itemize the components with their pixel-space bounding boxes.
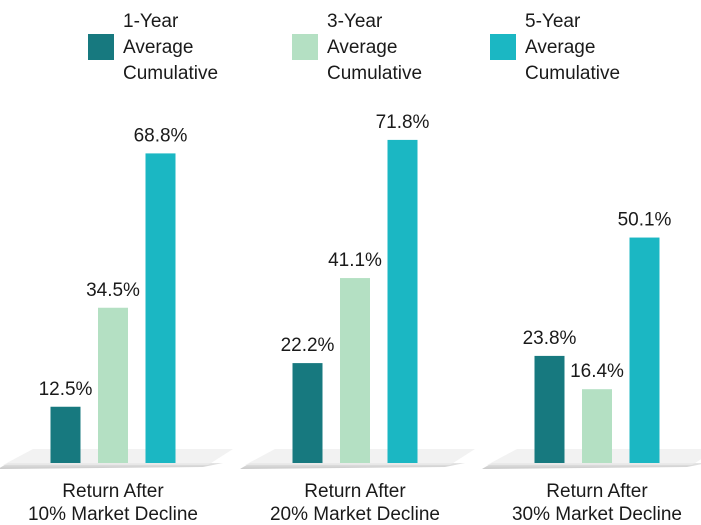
legend-swatch: [490, 34, 516, 60]
legend-label: 3-Year Average Cumulative: [327, 11, 423, 84]
x-tick-label: Return After 10% Market Decline: [27, 481, 199, 525]
legend-label: 1-Year Average Cumulative: [123, 11, 219, 84]
value-label: 34.5%: [86, 280, 140, 301]
value-label: 50.1%: [618, 210, 672, 231]
bar: [50, 406, 81, 463]
x-tick-label: Return After 20% Market Decline: [269, 481, 441, 525]
legend-label: 5-Year Average Cumulative: [525, 11, 621, 84]
bar: [629, 237, 660, 463]
value-label: 16.4%: [570, 361, 624, 382]
value-label: 71.8%: [376, 112, 430, 133]
value-label: 68.8%: [134, 125, 188, 146]
bar: [340, 278, 370, 463]
bar: [582, 389, 612, 463]
legend-swatch: [88, 34, 114, 60]
bar: [98, 307, 128, 463]
value-label: 41.1%: [328, 250, 382, 271]
value-label: 23.8%: [523, 328, 577, 349]
bar: [534, 355, 565, 463]
x-tick-label: Return After 30% Market Decline: [511, 481, 683, 525]
value-label: 12.5%: [39, 379, 93, 400]
bar: [387, 139, 418, 463]
value-label: 22.2%: [281, 335, 335, 356]
legend-swatch: [292, 34, 318, 60]
bar: [292, 363, 323, 463]
bar: [145, 153, 176, 463]
